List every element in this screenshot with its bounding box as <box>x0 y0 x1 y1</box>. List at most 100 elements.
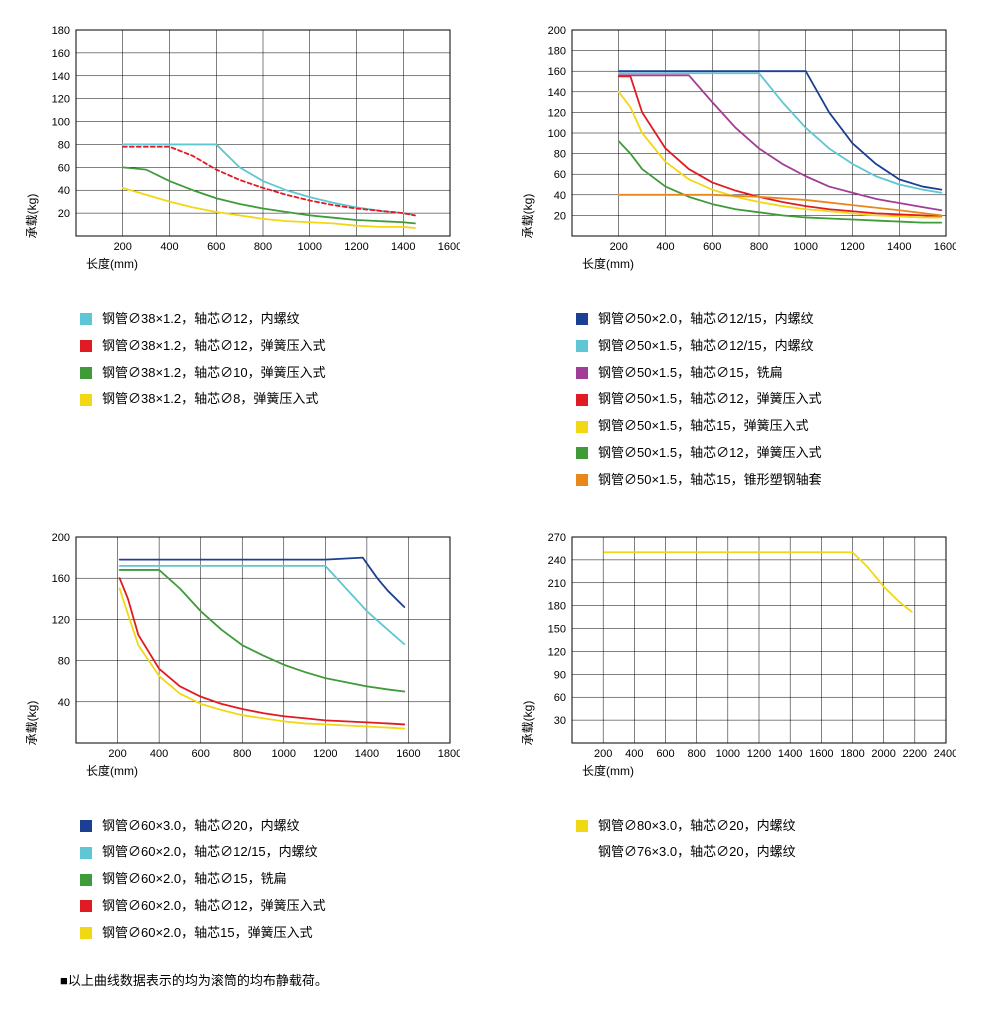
legend-label: 钢管∅38×1.2，轴芯∅12，弹簧压入式 <box>102 336 326 357</box>
svg-text:100: 100 <box>548 128 566 140</box>
chart-3: 2004006008001000120014001600180040801201… <box>20 527 476 790</box>
svg-text:210: 210 <box>548 577 566 589</box>
svg-text:80: 80 <box>58 139 70 151</box>
svg-text:100: 100 <box>52 117 70 129</box>
svg-text:承载(kg): 承载(kg) <box>25 194 39 239</box>
legend-item: 钢管∅50×1.5，轴芯15，弹簧压入式 <box>576 416 972 437</box>
panel-4: 2004006008001000120014001600180020002200… <box>516 527 972 950</box>
legend-swatch <box>80 900 92 912</box>
legend-1: 钢管∅38×1.2，轴芯∅12，内螺纹钢管∅38×1.2，轴芯∅12，弹簧压入式… <box>80 303 476 416</box>
svg-text:1600: 1600 <box>809 748 833 760</box>
svg-text:200: 200 <box>114 241 132 253</box>
legend-label: 钢管∅50×1.5，轴芯∅12，弹簧压入式 <box>598 443 822 464</box>
svg-text:1400: 1400 <box>778 748 802 760</box>
svg-text:400: 400 <box>160 241 178 253</box>
svg-text:20: 20 <box>58 208 70 220</box>
svg-text:1400: 1400 <box>887 241 911 253</box>
svg-text:400: 400 <box>625 748 643 760</box>
svg-text:200: 200 <box>108 748 126 760</box>
legend-label: 钢管∅38×1.2，轴芯∅12，内螺纹 <box>102 309 300 330</box>
svg-text:270: 270 <box>548 532 566 544</box>
svg-text:400: 400 <box>150 748 168 760</box>
svg-text:1400: 1400 <box>355 748 379 760</box>
svg-text:1800: 1800 <box>840 748 864 760</box>
svg-text:140: 140 <box>548 87 566 99</box>
svg-text:200: 200 <box>548 25 566 37</box>
legend-swatch <box>80 847 92 859</box>
svg-text:80: 80 <box>554 149 566 161</box>
svg-text:120: 120 <box>52 94 70 106</box>
svg-text:200: 200 <box>52 532 70 544</box>
legend-swatch <box>576 313 588 325</box>
legend-item: 钢管∅38×1.2，轴芯∅8，弹簧压入式 <box>80 389 476 410</box>
legend-label: 钢管∅60×3.0，轴芯∅20，内螺纹 <box>102 816 300 837</box>
svg-text:1000: 1000 <box>272 748 296 760</box>
legend-item: 钢管∅38×1.2，轴芯∅12，内螺纹 <box>80 309 476 330</box>
svg-text:承载(kg): 承载(kg) <box>25 700 39 745</box>
svg-text:1600: 1600 <box>438 241 460 253</box>
legend-label: 钢管∅50×1.5，轴芯∅12，弹簧压入式 <box>598 389 822 410</box>
legend-label: 钢管∅60×2.0，轴芯∅15，铣扁 <box>102 869 287 890</box>
svg-text:1600: 1600 <box>396 748 420 760</box>
legend-swatch <box>80 367 92 379</box>
chart-1: 2004006008001000120014001600204060801001… <box>20 20 476 283</box>
svg-text:120: 120 <box>548 107 566 119</box>
legend-item: 钢管∅60×2.0，轴芯15，弹簧压入式 <box>80 923 476 944</box>
legend-swatch <box>576 367 588 379</box>
svg-text:180: 180 <box>52 25 70 37</box>
legend-label: 钢管∅60×2.0，轴芯15，弹簧压入式 <box>102 923 313 944</box>
svg-text:1000: 1000 <box>298 241 322 253</box>
panel-1: 2004006008001000120014001600204060801001… <box>20 20 476 497</box>
svg-text:600: 600 <box>191 748 209 760</box>
legend-swatch <box>576 394 588 406</box>
svg-text:承载(kg): 承载(kg) <box>521 194 535 239</box>
svg-text:150: 150 <box>548 623 566 635</box>
legend-swatch <box>576 820 588 832</box>
svg-text:1000: 1000 <box>794 241 818 253</box>
svg-text:600: 600 <box>207 241 225 253</box>
svg-text:2200: 2200 <box>903 748 927 760</box>
svg-text:40: 40 <box>58 185 70 197</box>
panel-3: 2004006008001000120014001600180040801201… <box>20 527 476 950</box>
svg-text:1400: 1400 <box>391 241 415 253</box>
legend-label: 钢管∅60×2.0，轴芯∅12，弹簧压入式 <box>102 896 326 917</box>
legend-2: 钢管∅50×2.0，轴芯∅12/15，内螺纹钢管∅50×1.5，轴芯∅12/15… <box>576 303 972 497</box>
svg-text:2400: 2400 <box>934 748 956 760</box>
svg-text:20: 20 <box>554 210 566 222</box>
svg-text:180: 180 <box>548 600 566 612</box>
legend-swatch <box>80 313 92 325</box>
svg-text:200: 200 <box>594 748 612 760</box>
legend-item: 钢管∅50×1.5，轴芯∅12，弹簧压入式 <box>576 389 972 410</box>
legend-swatch <box>576 340 588 352</box>
legend-item: 钢管∅50×2.0，轴芯∅12/15，内螺纹 <box>576 309 972 330</box>
svg-text:400: 400 <box>656 241 674 253</box>
svg-text:1200: 1200 <box>313 748 337 760</box>
svg-text:120: 120 <box>52 614 70 626</box>
legend-label: 钢管∅50×1.5，轴芯15，弹簧压入式 <box>598 416 809 437</box>
svg-text:60: 60 <box>554 169 566 181</box>
svg-text:2000: 2000 <box>871 748 895 760</box>
legend-item: 钢管∅50×1.5，轴芯∅12，弹簧压入式 <box>576 443 972 464</box>
svg-text:800: 800 <box>687 748 705 760</box>
svg-text:800: 800 <box>750 241 768 253</box>
svg-text:600: 600 <box>703 241 721 253</box>
chart-4: 2004006008001000120014001600180020002200… <box>516 527 972 790</box>
legend-label: 钢管∅38×1.2，轴芯∅10，弹簧压入式 <box>102 363 326 384</box>
legend-swatch <box>80 340 92 352</box>
svg-text:600: 600 <box>656 748 674 760</box>
legend-label: 钢管∅50×2.0，轴芯∅12/15，内螺纹 <box>598 309 814 330</box>
svg-text:90: 90 <box>554 669 566 681</box>
svg-text:长度(mm): 长度(mm) <box>582 763 634 778</box>
svg-text:180: 180 <box>548 46 566 58</box>
legend-label: 钢管∅60×2.0，轴芯∅12/15，内螺纹 <box>102 842 318 863</box>
legend-label: 钢管∅38×1.2，轴芯∅8，弹簧压入式 <box>102 389 318 410</box>
legend-swatch <box>576 421 588 433</box>
legend-4: 钢管∅80×3.0，轴芯∅20，内螺纹钢管∅76×3.0，轴芯∅20，内螺纹 <box>576 810 972 870</box>
legend-item: 钢管∅60×2.0，轴芯∅12/15，内螺纹 <box>80 842 476 863</box>
legend-swatch <box>576 447 588 459</box>
chart-2: 2004006008001000120014001600204060801001… <box>516 20 972 283</box>
legend-item: 钢管∅50×1.5，轴芯15，锥形塑钢轴套 <box>576 470 972 491</box>
svg-text:800: 800 <box>254 241 272 253</box>
legend-item: 钢管∅38×1.2，轴芯∅10，弹簧压入式 <box>80 363 476 384</box>
svg-text:长度(mm): 长度(mm) <box>86 256 138 271</box>
